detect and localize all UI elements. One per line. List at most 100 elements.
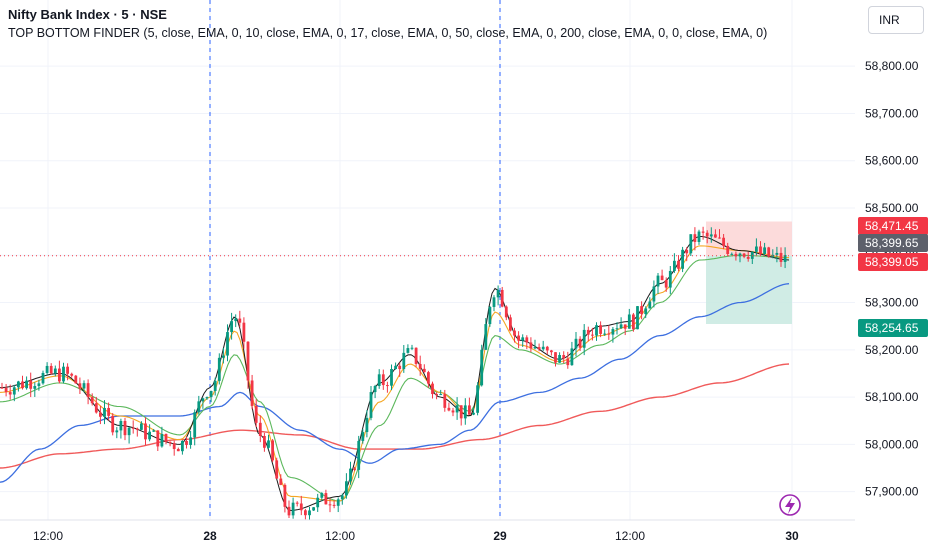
candle bbox=[652, 280, 656, 308]
candle bbox=[390, 364, 393, 391]
indicator-legend[interactable]: TOP BOTTOM FINDER (5, close, EMA, 0, 10,… bbox=[8, 26, 768, 40]
candle bbox=[722, 234, 725, 250]
ema-200-line bbox=[0, 363, 790, 469]
price-label-red: 58,471.45 bbox=[858, 217, 928, 235]
candle bbox=[357, 435, 361, 479]
candle bbox=[226, 324, 229, 362]
candle bbox=[734, 251, 738, 261]
candle bbox=[37, 379, 41, 391]
candle bbox=[82, 380, 86, 393]
price-label-red: 58,399.05 bbox=[858, 253, 928, 271]
candle bbox=[418, 355, 422, 376]
candle bbox=[349, 461, 352, 485]
candle bbox=[697, 229, 701, 245]
candle bbox=[168, 441, 172, 447]
candle bbox=[521, 334, 525, 347]
candle bbox=[730, 252, 734, 256]
price-axis[interactable]: 57,900.00 58,000.00 58,100.00 58,200.00 58,3… bbox=[865, 59, 919, 498]
y-tick-label: 58,100.00 bbox=[865, 390, 919, 404]
candle bbox=[107, 402, 110, 421]
y-tick-label: 58,500.00 bbox=[865, 201, 919, 215]
candle bbox=[619, 317, 623, 330]
candle bbox=[664, 277, 668, 292]
candle bbox=[648, 297, 652, 309]
candle bbox=[103, 400, 106, 425]
candle bbox=[402, 345, 406, 373]
candle bbox=[324, 489, 328, 505]
candle bbox=[603, 329, 607, 336]
candle bbox=[271, 438, 274, 463]
candle bbox=[701, 226, 705, 240]
candle bbox=[677, 255, 680, 272]
x-tick-label: 28 bbox=[203, 529, 217, 543]
candle bbox=[632, 312, 635, 332]
candle bbox=[90, 393, 94, 406]
candle bbox=[705, 230, 709, 244]
candle bbox=[640, 301, 643, 320]
candle bbox=[439, 389, 443, 396]
candle bbox=[435, 392, 438, 400]
candle bbox=[78, 377, 82, 394]
candle bbox=[545, 345, 549, 355]
ema200-path bbox=[0, 363, 790, 469]
candle bbox=[254, 399, 258, 428]
candle bbox=[562, 351, 566, 364]
y-tick-label: 57,900.00 bbox=[865, 485, 919, 499]
candle bbox=[33, 382, 37, 397]
candle bbox=[763, 242, 766, 257]
time-axis[interactable]: 12:00 28 12:00 29 12:00 30 bbox=[0, 519, 855, 543]
flash-icon[interactable] bbox=[779, 494, 801, 516]
currency-button[interactable]: INR bbox=[868, 6, 924, 34]
symbol-title[interactable]: Nifty Bank Index · 5 · NSE bbox=[8, 7, 167, 22]
candle bbox=[0, 382, 4, 389]
candle bbox=[525, 335, 529, 350]
candle bbox=[447, 402, 451, 412]
ema-17-line bbox=[0, 254, 789, 502]
candle bbox=[410, 344, 414, 351]
candle bbox=[738, 252, 742, 263]
candle bbox=[783, 247, 787, 269]
candle bbox=[99, 405, 102, 425]
candle bbox=[476, 382, 479, 416]
candle bbox=[574, 332, 578, 357]
candle bbox=[234, 314, 238, 328]
candle bbox=[779, 247, 783, 267]
candle bbox=[127, 426, 131, 444]
candle bbox=[258, 415, 262, 443]
session-breaks bbox=[209, 0, 501, 520]
candle bbox=[685, 247, 689, 262]
candle bbox=[242, 317, 246, 349]
candle bbox=[8, 384, 12, 400]
candle bbox=[463, 398, 467, 425]
candle bbox=[287, 500, 291, 518]
candle bbox=[336, 497, 340, 513]
x-tick-label: 12:00 bbox=[33, 529, 63, 543]
candle bbox=[340, 493, 344, 505]
candle bbox=[86, 379, 90, 405]
candle bbox=[12, 384, 16, 402]
candle bbox=[668, 265, 672, 295]
candle bbox=[660, 269, 664, 281]
price-labels: 58,471.45 58,399.65 58,399.05 58,254.65 bbox=[858, 217, 928, 337]
candle bbox=[238, 310, 242, 328]
candle bbox=[468, 397, 471, 415]
y-tick-label: 58,700.00 bbox=[865, 106, 919, 120]
candle bbox=[627, 308, 631, 329]
candle bbox=[377, 369, 381, 389]
candle bbox=[492, 295, 496, 312]
candle bbox=[4, 384, 8, 397]
ema17-path bbox=[0, 254, 789, 502]
candle bbox=[66, 363, 69, 381]
candle bbox=[119, 418, 123, 439]
candle bbox=[500, 286, 504, 308]
candle bbox=[656, 273, 660, 294]
candle bbox=[115, 427, 119, 439]
x-tick-label: 12:00 bbox=[325, 529, 355, 543]
candle bbox=[529, 337, 533, 353]
candle bbox=[406, 344, 410, 354]
zone-lower bbox=[706, 255, 792, 324]
candle bbox=[222, 347, 225, 364]
x-tick-label: 29 bbox=[493, 529, 507, 543]
